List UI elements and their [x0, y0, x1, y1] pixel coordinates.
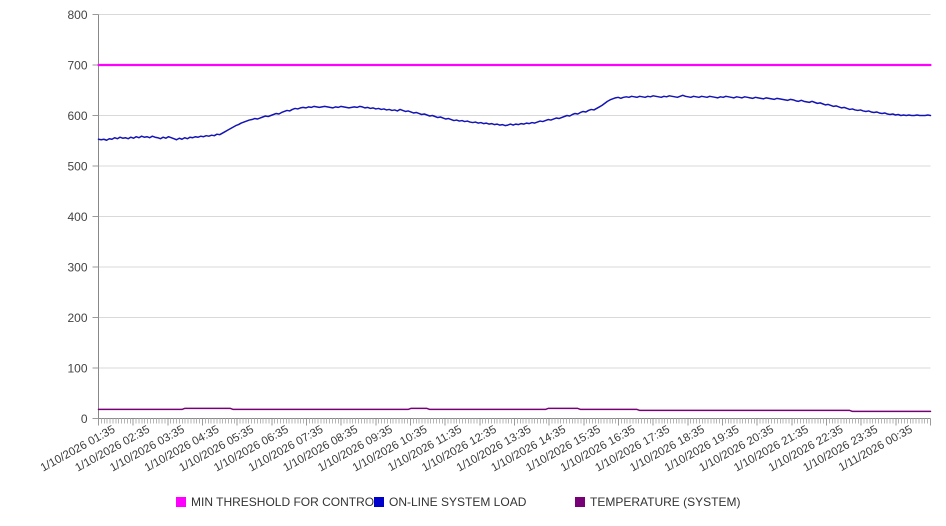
- y-tick-label: 700: [67, 59, 87, 73]
- legend-label-2: TEMPERATURE (SYSTEM): [590, 495, 740, 509]
- legend-swatch-0: [176, 497, 186, 507]
- series-line-1: [97, 94, 932, 141]
- y-tick-label: 300: [67, 261, 87, 275]
- legend-label-1: ON-LINE SYSTEM LOAD: [389, 495, 527, 509]
- x-tick-labels: 1/10/2026 01:351/10/2026 02:351/10/2026 …: [39, 424, 915, 475]
- y-tick-label: 800: [67, 8, 87, 22]
- series-line-2: [97, 407, 932, 413]
- x-axis: [98, 418, 931, 426]
- chart-legend: MIN THRESHOLD FOR CONTROL ON-LINE SYSTEM …: [176, 495, 740, 509]
- y-tick-label: 200: [67, 311, 87, 325]
- y-tick-label: 400: [67, 210, 87, 224]
- legend-swatch-2: [575, 497, 585, 507]
- y-axis: 0 100 200 300 400 500 600 700 800: [67, 8, 99, 426]
- y-tick-label: 500: [67, 160, 87, 174]
- legend-swatch-1: [374, 497, 384, 507]
- y-tick-label: 0: [81, 412, 88, 426]
- y-tick-label: 600: [67, 109, 87, 123]
- legend-label-0: MIN THRESHOLD FOR CONTROL: [191, 495, 381, 509]
- gridlines: [98, 14, 931, 369]
- y-tick-label: 100: [67, 362, 87, 376]
- data-series: [97, 63, 932, 413]
